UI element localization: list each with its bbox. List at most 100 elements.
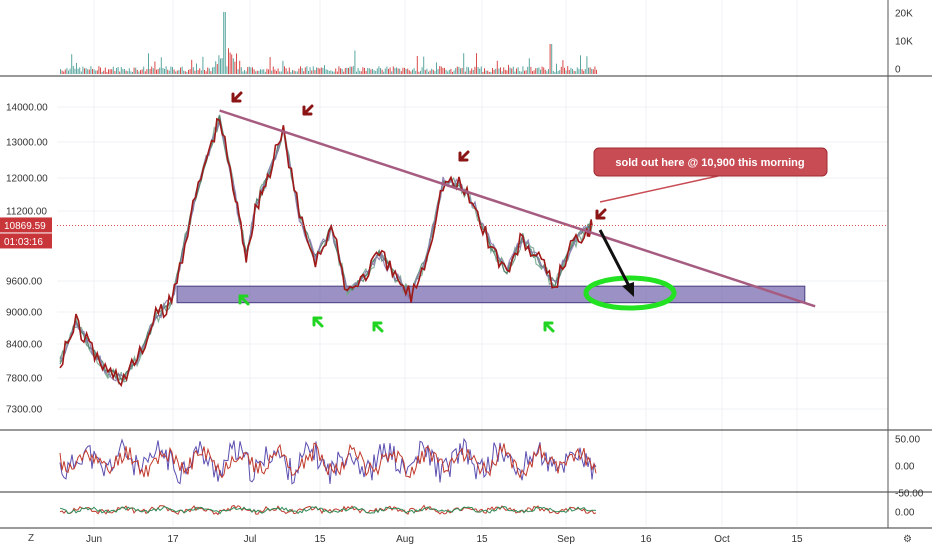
- axis-tick-label: 0.00: [895, 508, 915, 519]
- volume-bar: [468, 67, 469, 74]
- volume-bar: [79, 67, 81, 74]
- volume-bar: [213, 66, 215, 74]
- x-axis-tick-label: Jun: [86, 534, 102, 545]
- volume-bar: [151, 66, 153, 74]
- volume-bar: [378, 66, 380, 74]
- volume-bar: [282, 60, 284, 74]
- volume-bar: [588, 67, 589, 74]
- volume-bar: [288, 67, 290, 74]
- volume-bar: [482, 71, 484, 74]
- volume-bar: [215, 61, 217, 74]
- volume-bar: [352, 66, 354, 74]
- volume-bar: [498, 68, 500, 74]
- volume-bar: [380, 68, 381, 74]
- volume-bar: [488, 71, 490, 74]
- target-ellipse[interactable]: [583, 275, 677, 311]
- volume-bar: [271, 70, 273, 74]
- volume-bar: [183, 70, 185, 74]
- volume-bar: [453, 70, 455, 74]
- volume-bar: [389, 67, 391, 74]
- moving-average-line: [59, 119, 593, 382]
- volume-bar: [191, 59, 193, 74]
- axis-tick-label: 13000.00: [6, 138, 48, 149]
- up-arrow-markers: [238, 294, 555, 333]
- volume-bar: [117, 67, 119, 74]
- volume-bar: [360, 71, 362, 74]
- volume-bar: [445, 69, 447, 74]
- volume-bar: [162, 67, 164, 74]
- price-series-line: [59, 117, 593, 387]
- volume-bar: [189, 69, 191, 74]
- volume-bar: [469, 70, 471, 74]
- volume-bar: [301, 68, 303, 74]
- volume-bar: [154, 61, 156, 74]
- volume-bar: [212, 67, 213, 74]
- volume-bar: [133, 67, 135, 74]
- volume-bar: [485, 70, 487, 74]
- axis-tick-label: 10K: [895, 37, 913, 48]
- volume-bar: [112, 66, 114, 74]
- volume-bar: [517, 67, 519, 74]
- volume-bar: [426, 68, 428, 74]
- current-price-tag-bg: [0, 217, 52, 233]
- countdown-label: 01:03:16: [4, 237, 43, 248]
- volume-bar: [320, 67, 322, 74]
- volume-bar: [96, 70, 98, 74]
- volume-bar: [512, 66, 514, 74]
- volume-bar: [266, 68, 268, 74]
- volume-bar: [368, 68, 370, 74]
- axis-tick-label: 9600.00: [6, 277, 43, 288]
- volume-bar: [245, 71, 247, 74]
- volume-bar: [196, 63, 197, 74]
- volume-bar: [242, 71, 244, 74]
- volume-bar: [268, 69, 269, 74]
- countdown-tag: 01:03:16: [0, 233, 52, 249]
- annotation-callout[interactable]: sold out here @ 10,900 this morning: [593, 147, 828, 203]
- volume-bar: [322, 67, 324, 74]
- settings-gear-icon[interactable]: ⚙: [903, 534, 912, 545]
- volume-bar: [63, 71, 65, 74]
- volume-bar: [388, 68, 389, 74]
- x-axis-ticks: Jun 17 Jul 15 Aug 15 Sep 16 Oct 15: [86, 534, 803, 545]
- volume-bar: [199, 68, 201, 74]
- volume-bar: [341, 68, 343, 74]
- volume-bar: [434, 71, 436, 74]
- volume-bar: [432, 69, 434, 74]
- volume-bar: [596, 69, 597, 74]
- volume-bar: [207, 67, 209, 74]
- volume-bar: [421, 67, 423, 74]
- volume-bar: [474, 66, 476, 74]
- volume-bar: [263, 69, 265, 74]
- arrow-head: [372, 321, 383, 332]
- volume-bar: [170, 66, 172, 74]
- volume-bar: [399, 68, 401, 74]
- volume-bar: [247, 67, 249, 74]
- down-arrow-icon: [458, 150, 470, 162]
- volume-bar: [509, 67, 511, 74]
- volume-bar: [415, 70, 417, 74]
- oscillator-1: [59, 437, 597, 485]
- volume-bar: [464, 71, 466, 74]
- volume-bar: [88, 69, 90, 74]
- volume-bar: [586, 56, 588, 74]
- volume-bar: [287, 71, 289, 74]
- moving-average-line: [59, 115, 593, 381]
- resistance-trend-line[interactable]: [219, 109, 816, 308]
- volume-bar: [444, 67, 445, 74]
- x-axis-tick-label: Jul: [244, 534, 257, 545]
- volume-bar: [293, 70, 295, 74]
- volume-bar: [420, 70, 421, 74]
- volume-bar: [258, 70, 260, 74]
- volume-bar: [184, 71, 186, 74]
- volume-bar: [413, 68, 415, 74]
- timezone-toggle[interactable]: Z: [28, 533, 34, 544]
- volume-bar: [292, 69, 293, 74]
- volume-bar: [218, 55, 220, 74]
- volume-bar: [93, 69, 95, 74]
- volume-bar: [428, 71, 429, 74]
- volume-bar: [314, 70, 316, 74]
- volume-bar: [492, 67, 493, 74]
- volume-bar: [568, 70, 570, 74]
- axis-tick-label: 8400.00: [6, 340, 43, 351]
